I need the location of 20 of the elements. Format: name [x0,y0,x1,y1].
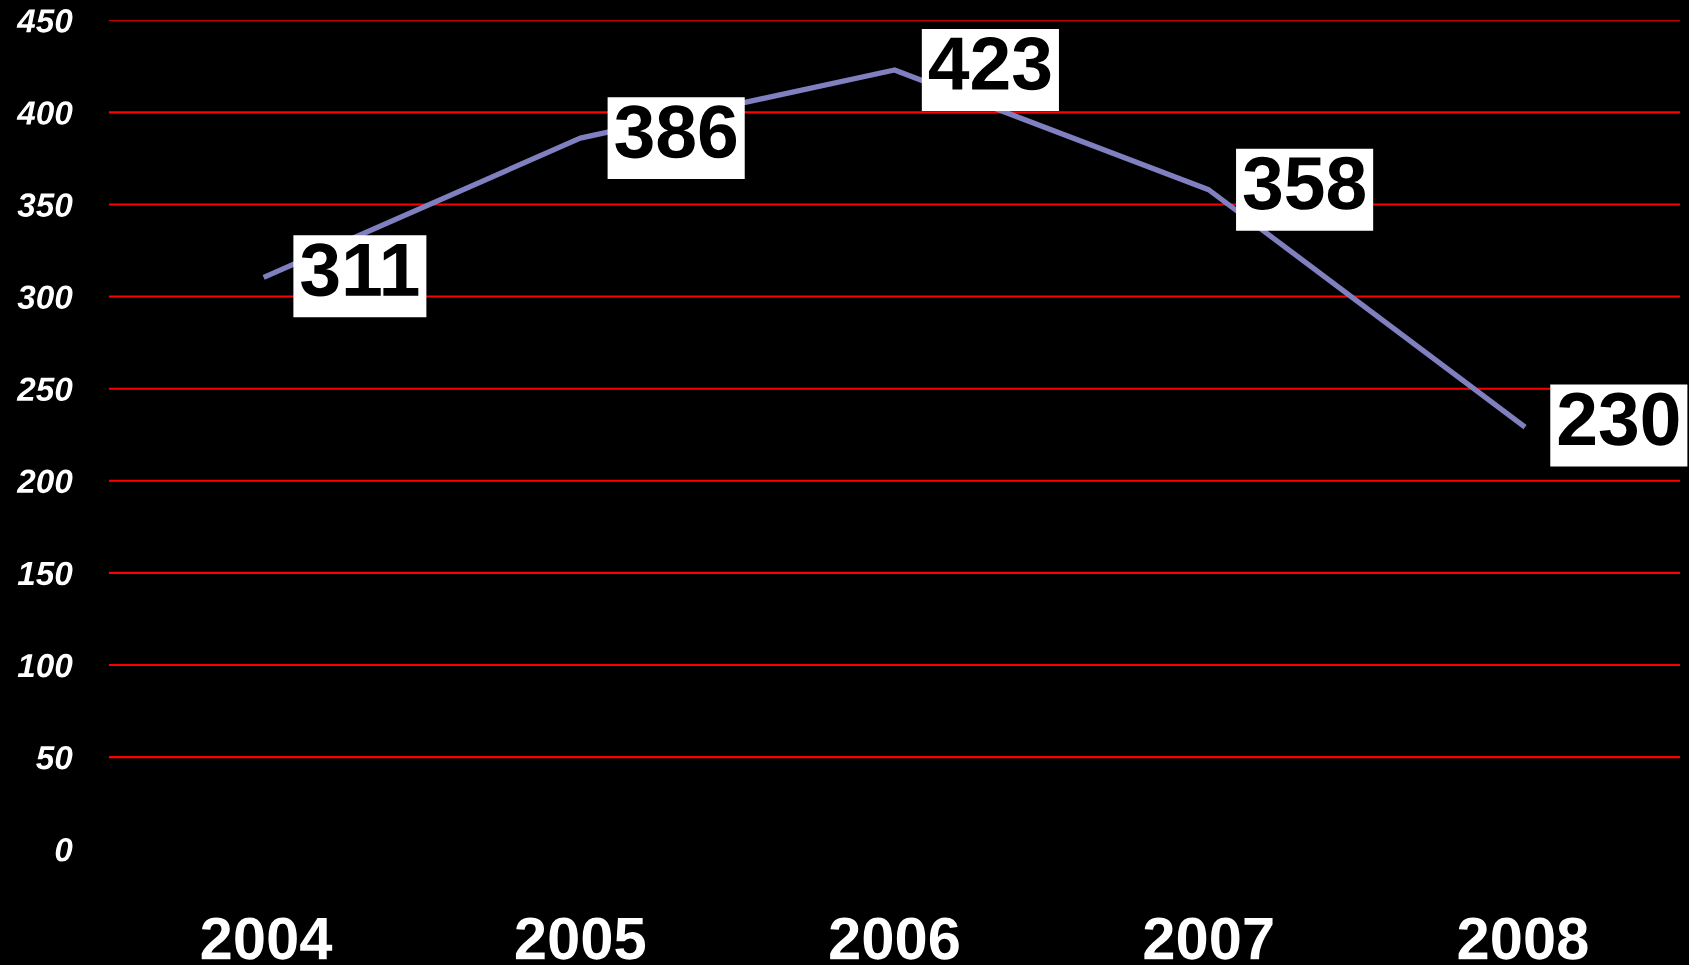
x-tick-label: 2005 [515,917,646,960]
x-tick-label: 2006 [830,917,959,960]
data-label: 311 [301,243,419,297]
x-tick-label: 2008 [1458,917,1588,960]
y-tick-label: 300 [17,285,73,309]
data-label: 423 [928,37,1051,91]
y-tick-label: 250 [16,377,73,402]
y-tick-label: 450 [16,9,73,33]
data-label: 358 [1243,156,1365,210]
data-label: 386 [615,105,737,159]
x-tick-label: 2004 [201,917,333,960]
data-label: 230 [1558,392,1679,446]
y-tick-label: 50 [36,745,73,770]
x-tick-label: 2007 [1144,917,1273,960]
y-tick-label: 0 [55,838,73,862]
y-tick-label: 100 [17,653,73,678]
y-tick-label: 400 [16,101,73,125]
y-tick-label: 200 [16,469,73,494]
y-tick-label: 150 [17,561,73,586]
y-tick-label: 350 [17,193,73,217]
